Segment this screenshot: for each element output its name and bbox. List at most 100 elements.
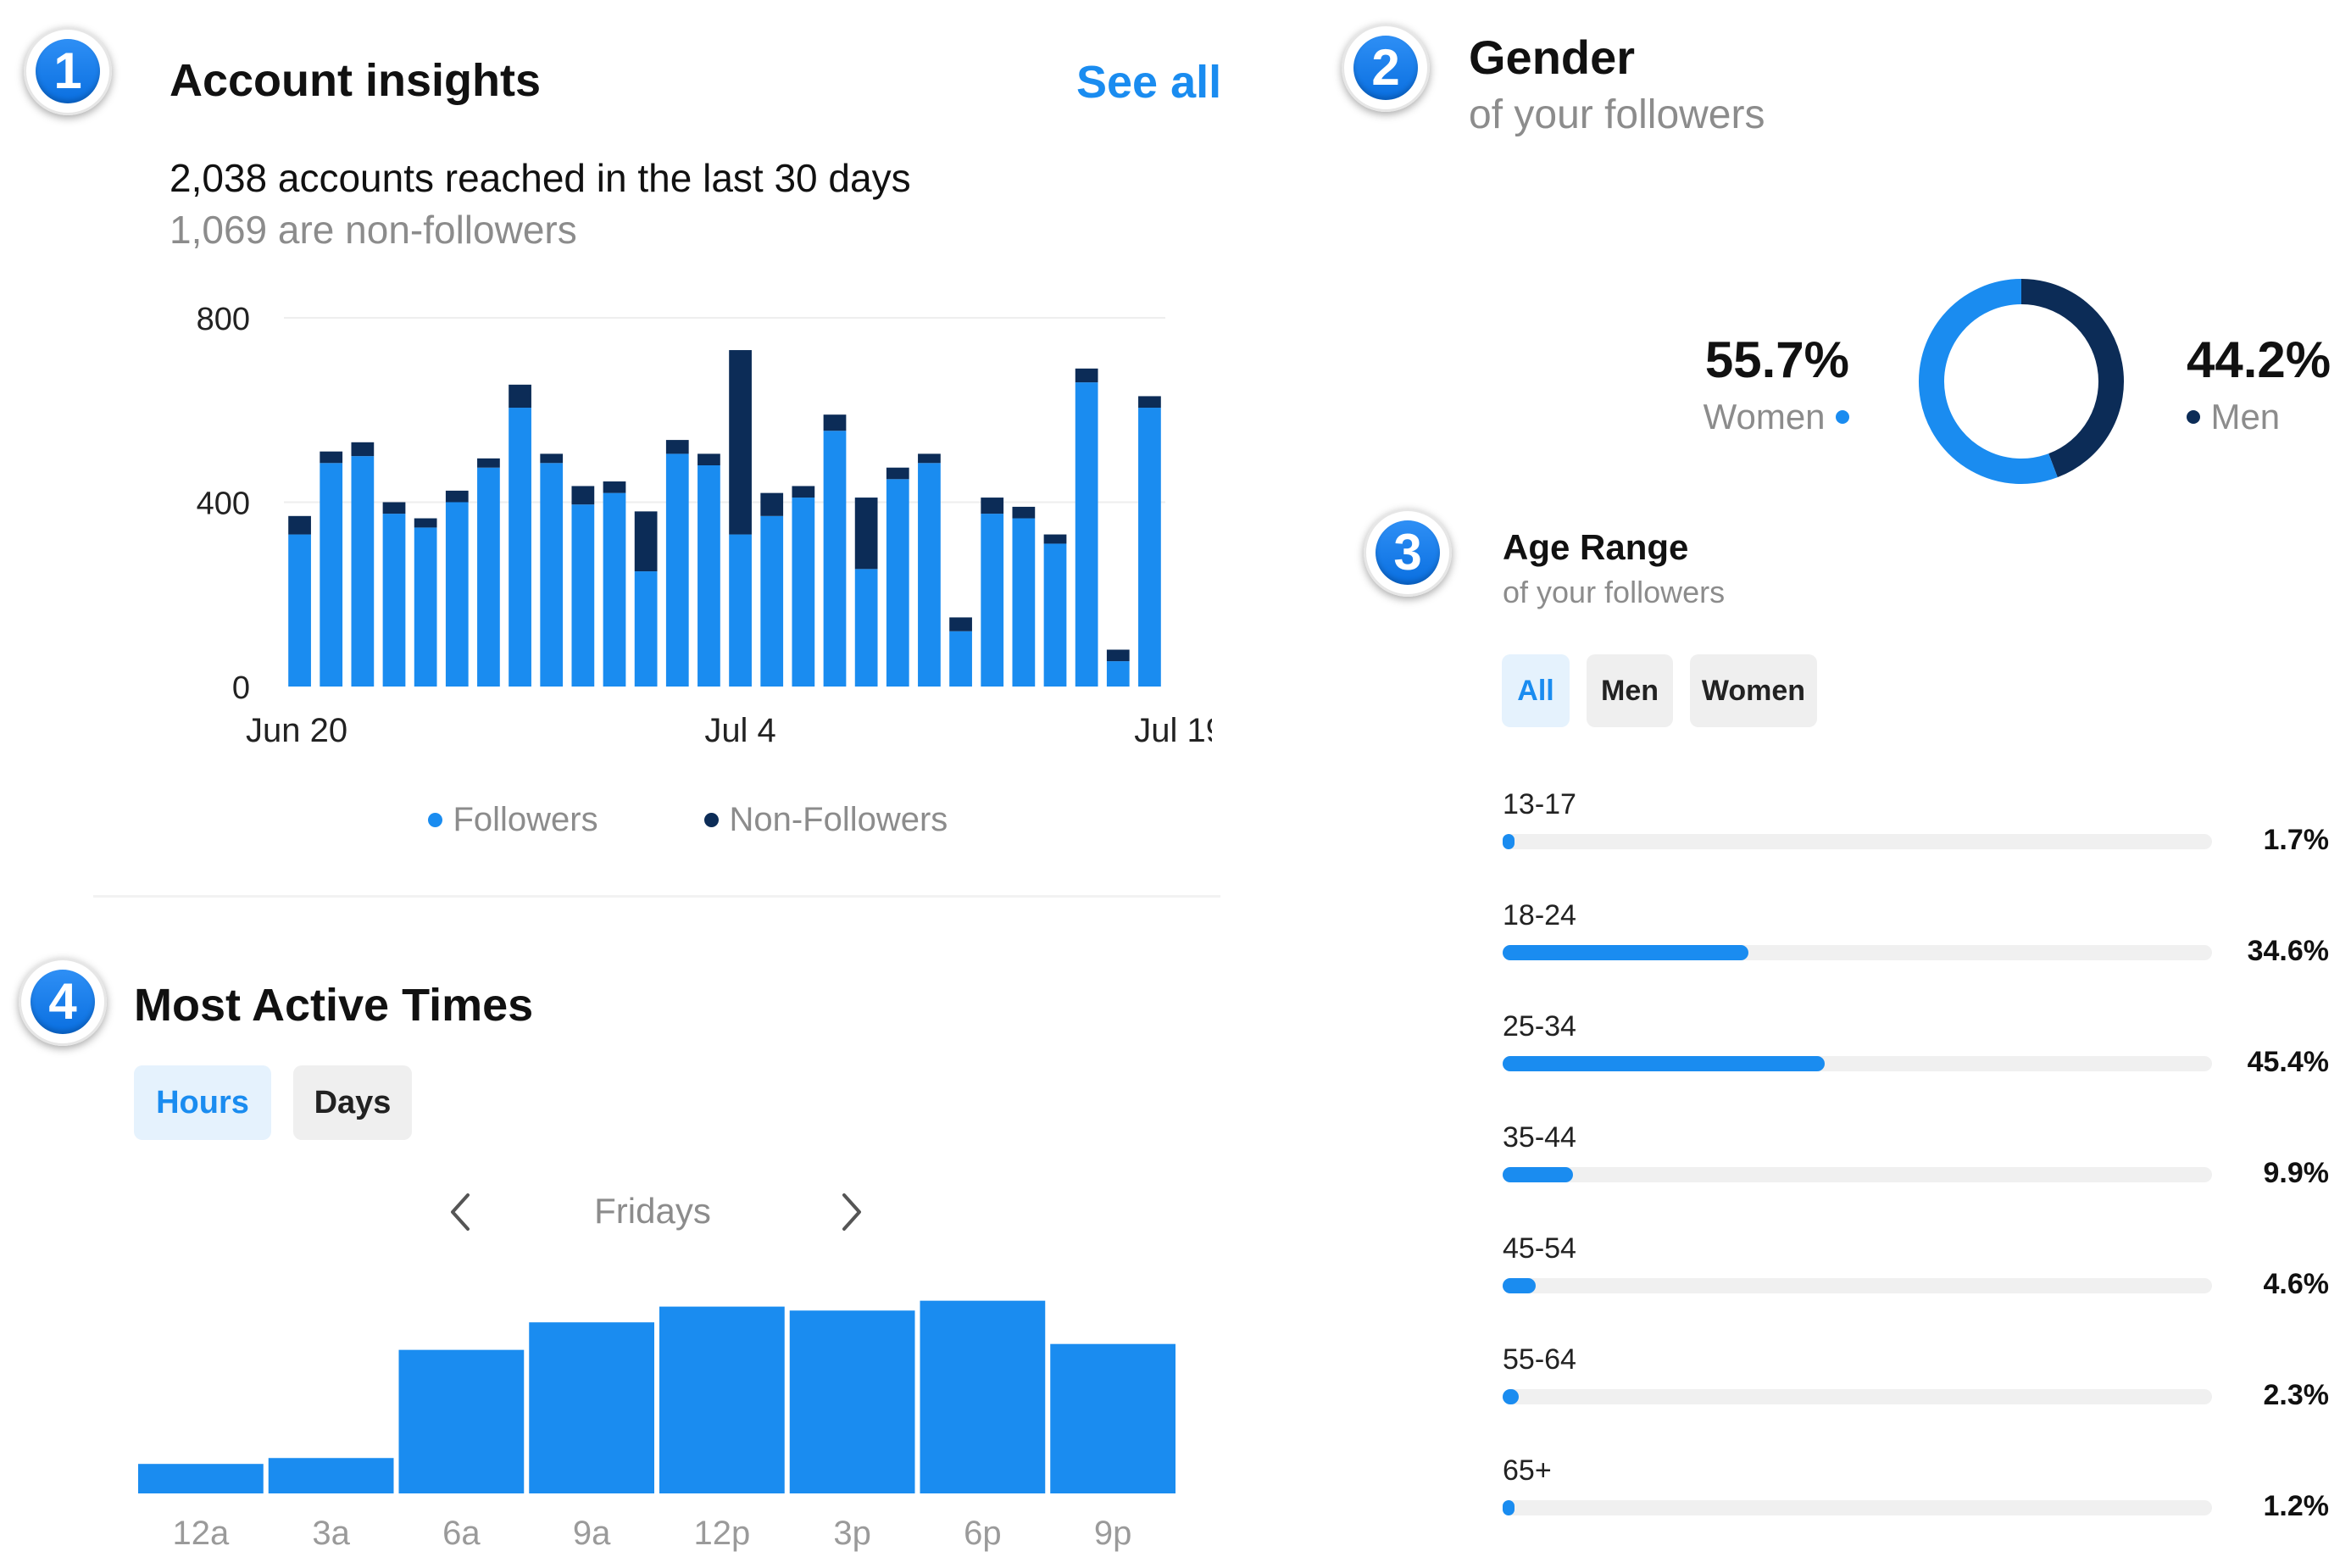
- age-label: 35-44: [1503, 1121, 1576, 1154]
- age-label: 55-64: [1503, 1343, 1576, 1376]
- x-tick-label: Jul 4: [704, 712, 776, 749]
- non-followers-bar: [792, 486, 815, 498]
- x-tick-label: Jun 20: [246, 712, 347, 749]
- age-bar-track: [1503, 1167, 2212, 1182]
- non-followers-bar: [1043, 534, 1067, 544]
- active-time-bar: [789, 1310, 915, 1493]
- followers-legend-item: Followers: [428, 801, 598, 839]
- non-followers-legend-dot: [704, 813, 719, 827]
- followers-bar: [760, 515, 784, 687]
- hour-label: 12p: [694, 1515, 751, 1552]
- section-divider: [93, 895, 1220, 898]
- women-legend: Women: [1610, 397, 1849, 437]
- men-label: Men: [2210, 397, 2281, 436]
- section-1-badge: 1: [24, 27, 112, 115]
- non-followers-bar: [603, 481, 626, 493]
- non-followers-bar: [1106, 649, 1130, 662]
- women-slice: [1919, 279, 2058, 484]
- active-time-bar: [138, 1464, 264, 1493]
- non-followers-bar: [351, 442, 375, 457]
- followers-bar: [792, 498, 815, 687]
- hour-label: 3a: [312, 1515, 350, 1552]
- non-followers-bar: [445, 490, 469, 503]
- men-dot: [2187, 410, 2200, 424]
- age-percentage: 34.6%: [2247, 935, 2329, 967]
- accounts-reached-text: 2,038 accounts reached in the last 30 da…: [170, 156, 911, 200]
- age-bar-fill: [1503, 945, 1748, 960]
- filter-all[interactable]: All: [1502, 654, 1570, 727]
- age-label: 13-17: [1503, 788, 1576, 820]
- hour-label: 9a: [573, 1515, 611, 1552]
- men-slice: [2020, 279, 2124, 478]
- filter-women[interactable]: Women: [1690, 654, 1817, 727]
- followers-bar: [445, 502, 469, 687]
- filter-men[interactable]: Men: [1587, 654, 1673, 727]
- see-all-link[interactable]: See all: [1076, 57, 1222, 108]
- account-insights-title: Account insights: [170, 55, 542, 106]
- followers-legend-label: Followers: [453, 801, 598, 838]
- non-followers-bar: [1138, 396, 1161, 409]
- non-followers-bar: [854, 498, 878, 570]
- hour-label: 9p: [1094, 1515, 1132, 1552]
- y-tick-label: 0: [232, 670, 250, 706]
- followers-bar: [1043, 543, 1067, 687]
- followers-bar: [509, 408, 531, 687]
- men-legend: Men: [2187, 397, 2280, 437]
- followers-bar: [949, 631, 972, 687]
- section-3-badge: 3: [1364, 509, 1452, 597]
- followers-bar: [571, 504, 595, 687]
- section-1-badge-number: 1: [36, 39, 100, 103]
- x-tick-label: Jul 19: [1134, 712, 1212, 749]
- followers-bar: [288, 534, 311, 687]
- active-time-bar: [398, 1349, 525, 1493]
- followers-bar: [634, 571, 658, 687]
- women-percentage: 55.7%: [1704, 331, 1849, 388]
- non-followers-bar: [382, 502, 406, 514]
- followers-bar: [1106, 661, 1130, 687]
- non-followers-bar: [571, 486, 595, 505]
- age-bar-fill: [1503, 834, 1515, 849]
- followers-bar: [1075, 382, 1098, 687]
- section-2-badge: 2: [1342, 24, 1430, 112]
- followers-bar: [854, 569, 878, 687]
- next-day-button[interactable]: [829, 1187, 871, 1237]
- age-label: 18-24: [1503, 899, 1576, 931]
- age-range-title: Age Range: [1503, 527, 1689, 567]
- gender-donut-chart: [1919, 279, 2124, 484]
- non-followers-bar: [1075, 368, 1098, 383]
- day-label: Fridays: [594, 1191, 711, 1231]
- non-followers-bar: [698, 453, 720, 465]
- y-tick-label: 400: [197, 487, 250, 522]
- followers-bar: [698, 465, 720, 687]
- active-time-bar: [1050, 1343, 1176, 1493]
- non-followers-bar: [760, 492, 784, 516]
- age-percentage: 45.4%: [2247, 1046, 2329, 1078]
- age-bar-fill: [1503, 1278, 1536, 1293]
- followers-bar: [918, 463, 941, 687]
- followers-bar: [981, 514, 1004, 687]
- age-range-subtitle: of your followers: [1503, 575, 1726, 609]
- followers-legend-dot: [428, 813, 442, 827]
- age-bar-track: [1503, 834, 2212, 849]
- non-followers-bar: [949, 617, 972, 631]
- non-followers-bar: [320, 451, 343, 464]
- active-time-bar: [268, 1458, 394, 1493]
- age-bar-fill: [1503, 1056, 1825, 1071]
- tab-days[interactable]: Days: [293, 1065, 412, 1140]
- non-followers-bar: [886, 467, 909, 480]
- non-followers-bar: [729, 350, 752, 535]
- tab-hours[interactable]: Hours: [134, 1065, 271, 1140]
- followers-bar: [1012, 518, 1036, 687]
- section-4-badge-number: 4: [31, 970, 95, 1034]
- followers-bar: [665, 453, 689, 687]
- age-percentage: 4.6%: [2263, 1268, 2330, 1300]
- age-bar-fill: [1503, 1389, 1520, 1404]
- non-followers-bar: [509, 384, 531, 409]
- active-time-bar: [920, 1300, 1046, 1493]
- prev-day-button[interactable]: [441, 1187, 483, 1237]
- active-times-chart: 12a 3a 6a 9a 12p 3p 6p 9p: [138, 1300, 1176, 1552]
- non-followers-bar: [918, 453, 941, 464]
- age-bar-track: [1503, 1278, 2212, 1293]
- hour-label: 6a: [442, 1515, 481, 1552]
- non-followers-bar: [1012, 506, 1036, 519]
